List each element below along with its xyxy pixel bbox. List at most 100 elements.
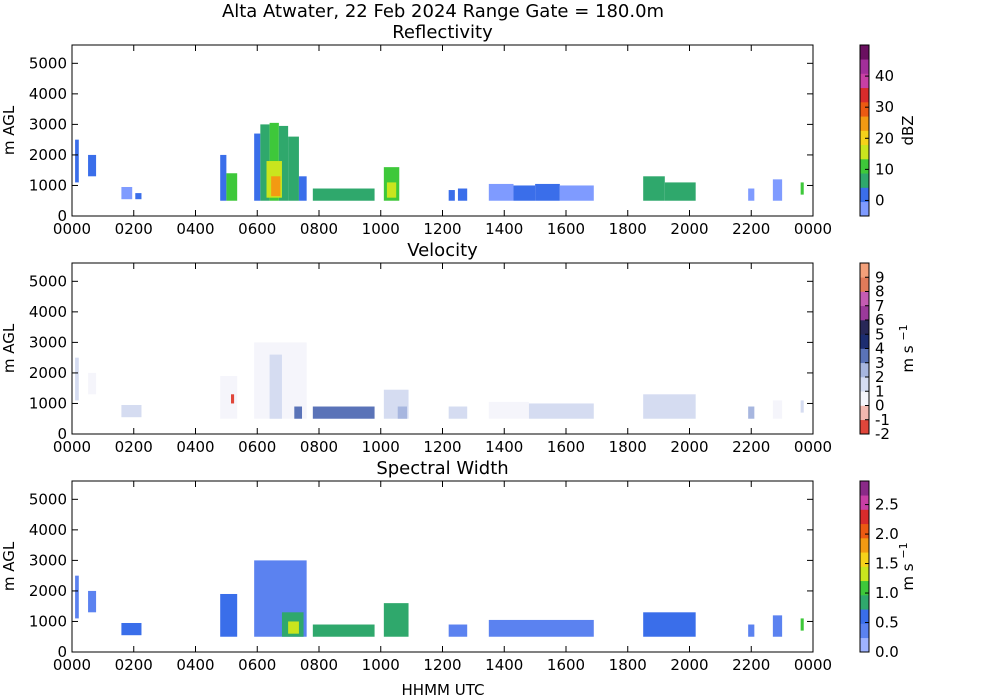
y-tick-label: 5000 — [29, 54, 67, 72]
colorbar-tick-label: 3 — [875, 354, 885, 372]
x-tick-label: 0800 — [300, 438, 338, 456]
colorbar-tick-label: 40 — [875, 67, 894, 85]
x-tick-label: 0000 — [53, 220, 91, 238]
colorbar-label: dBZ — [899, 115, 917, 145]
colorbar-segment — [860, 348, 869, 364]
data-cell — [269, 354, 282, 419]
colorbar-tick-label: 8 — [875, 283, 885, 301]
colorbar-segment — [860, 144, 869, 160]
data-cell — [748, 188, 755, 201]
data-cell — [254, 133, 261, 201]
data-cell — [312, 406, 375, 419]
y-tick-label: 2000 — [29, 364, 67, 382]
data-cell — [220, 593, 238, 637]
y-tick-label: 5000 — [29, 272, 67, 290]
y-tick-label: 2000 — [29, 146, 67, 164]
data-cell — [448, 624, 468, 637]
data-cell — [488, 401, 529, 419]
x-tick-label: 1000 — [362, 656, 400, 674]
colorbar-tick-label: 9 — [875, 268, 885, 286]
colorbar-segment — [860, 59, 869, 74]
x-axis-label: HHMM UTC — [402, 681, 485, 699]
x-tick-label: 0800 — [300, 220, 338, 238]
x-tick-label: 0600 — [238, 656, 276, 674]
data-cell — [75, 139, 79, 183]
data-cell — [75, 575, 79, 619]
data-cell — [664, 182, 696, 201]
data-cell — [643, 176, 665, 201]
colorbar-frame — [859, 480, 870, 653]
data-cell — [772, 179, 783, 201]
x-tick-label: 0200 — [115, 438, 153, 456]
data-cell — [800, 400, 804, 413]
data-cell — [383, 603, 409, 637]
colorbar-tick-label: 4 — [875, 340, 885, 358]
data-cell — [88, 372, 97, 395]
colorbar-tick-label: 1.5 — [875, 555, 899, 573]
x-tick-label: 2000 — [670, 656, 708, 674]
data-cell — [448, 190, 455, 201]
colorbar-tick-label: 0 — [875, 397, 885, 415]
x-tick-label: 0600 — [238, 438, 276, 456]
x-tick-label: 0800 — [300, 656, 338, 674]
colorbar-segment — [860, 334, 869, 349]
x-tick-label: 1800 — [609, 656, 647, 674]
data-cell — [488, 619, 594, 637]
data-cell — [260, 124, 270, 201]
data-cell — [226, 173, 238, 201]
panel-title: Reflectivity — [392, 22, 493, 43]
colorbar-segment — [860, 595, 869, 610]
data-cell — [772, 400, 783, 419]
colorbar-segment — [860, 201, 869, 217]
colorbar-segment — [860, 291, 869, 307]
colorbar-segment — [860, 391, 869, 406]
y-tick-label: 0 — [57, 643, 67, 661]
plot-frame — [71, 480, 814, 653]
panel-title: Velocity — [407, 240, 478, 261]
data-cell — [288, 136, 299, 201]
colorbar-segment — [860, 580, 869, 596]
colorbar-segment — [860, 173, 869, 188]
x-tick-label: 0600 — [238, 220, 276, 238]
data-cell — [88, 154, 97, 177]
colorbar-segment — [860, 419, 869, 435]
colorbar-frame — [859, 44, 870, 217]
colorbar-unit-exponent: −1 — [897, 324, 910, 340]
data-cell — [513, 185, 536, 201]
colorbar-segment — [860, 623, 869, 639]
colorbar-segment — [860, 305, 869, 321]
data-cell — [748, 406, 755, 419]
x-tick-label: 1000 — [362, 438, 400, 456]
colorbar-segment — [860, 87, 869, 103]
x-tick-label: 1600 — [547, 220, 585, 238]
x-tick-label: 0200 — [115, 656, 153, 674]
colorbar-segment — [860, 73, 869, 89]
x-tick-label: 0000 — [53, 438, 91, 456]
data-cell — [559, 185, 594, 201]
y-tick-label: 4000 — [29, 521, 67, 539]
x-tick-label: 1400 — [485, 220, 523, 238]
x-tick-label: 0000 — [794, 220, 832, 238]
data-cell — [121, 404, 142, 418]
y-tick-label: 3000 — [29, 551, 67, 569]
x-tick-label: 1200 — [423, 438, 461, 456]
x-tick-label: 2200 — [732, 220, 770, 238]
data-cell — [800, 182, 804, 195]
figure-title: Alta Atwater, 22 Feb 2024 Range Gate = 1… — [222, 1, 664, 22]
colorbar-segment — [860, 566, 869, 582]
x-tick-label: 0400 — [176, 656, 214, 674]
y-tick-label: 1000 — [29, 394, 67, 412]
data-cell — [643, 394, 696, 419]
colorbar-segment — [860, 637, 869, 653]
y-axis-label: m AGL — [0, 105, 18, 155]
colorbar-unit: m s — [899, 559, 917, 591]
colorbar-tick-label: 10 — [875, 160, 894, 178]
colorbar-tick-label: 0.5 — [875, 614, 899, 632]
x-tick-label: 1200 — [423, 220, 461, 238]
colorbar-segment — [860, 130, 869, 146]
y-tick-label: 5000 — [29, 490, 67, 508]
colorbar-unit: m s — [899, 341, 917, 373]
colorbar-segment — [860, 159, 869, 174]
data-cell — [457, 188, 468, 201]
data-cell — [772, 615, 783, 637]
